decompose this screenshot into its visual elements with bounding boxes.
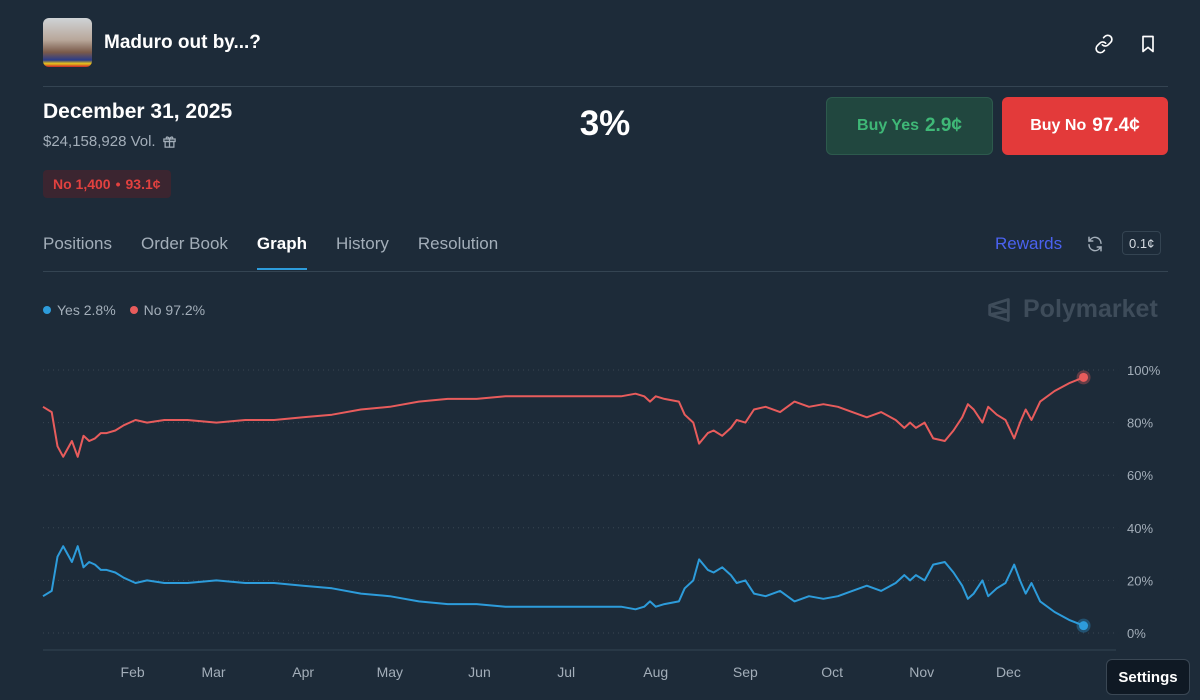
tab-graph[interactable]: Graph bbox=[256, 234, 308, 270]
legend-no: No 97.2% bbox=[129, 302, 206, 318]
buy-yes-button[interactable]: Buy Yes 2.9¢ bbox=[826, 97, 993, 155]
position-separator: • bbox=[115, 176, 121, 192]
x-tick-label: Nov bbox=[909, 664, 934, 680]
tab-positions[interactable]: Positions bbox=[43, 234, 112, 253]
buy-no-label: Buy No bbox=[1030, 117, 1087, 134]
position-side: No 1,400 bbox=[53, 176, 111, 192]
x-tick-label: Apr bbox=[292, 664, 314, 680]
market-tabs: Positions Order Book Graph History Resol… bbox=[43, 234, 527, 270]
legend-no-dot bbox=[129, 306, 138, 314]
y-tick-label: 20% bbox=[1127, 573, 1153, 588]
market-avatar bbox=[43, 18, 92, 67]
x-tick-label: Feb bbox=[121, 664, 145, 680]
market-title: Maduro out by...? bbox=[104, 32, 261, 53]
x-tick-label: Sep bbox=[733, 664, 758, 680]
x-tick-label: Oct bbox=[821, 664, 843, 680]
x-tick-label: Dec bbox=[996, 664, 1021, 680]
x-tick-label: May bbox=[377, 664, 403, 680]
polymarket-logo-icon bbox=[988, 297, 1010, 322]
chance-value: 3% bbox=[579, 104, 631, 143]
y-tick-label: 60% bbox=[1127, 468, 1153, 483]
position-badge[interactable]: No 1,400 • 93.1¢ bbox=[43, 170, 171, 198]
rewards-link[interactable]: Rewards bbox=[995, 234, 1063, 253]
y-tick-label: 80% bbox=[1127, 416, 1153, 431]
legend-yes-dot bbox=[43, 306, 51, 314]
refresh-icon[interactable] bbox=[1086, 235, 1104, 253]
settings-button[interactable]: Settings bbox=[1106, 659, 1190, 695]
legend-yes-label: Yes 2.8% bbox=[57, 302, 116, 318]
x-tick-label: Jun bbox=[468, 664, 491, 680]
bookmark-icon[interactable] bbox=[1138, 34, 1158, 54]
x-tick-label: Jul bbox=[557, 664, 575, 680]
y-tick-label: 100% bbox=[1127, 363, 1161, 378]
buy-yes-price: 2.9¢ bbox=[924, 115, 962, 136]
price-chart[interactable]: 0% 20% 40% 60% 80% 100% Feb Mar Apr May Jun Jul Aug S… bbox=[0, 340, 1200, 690]
market-volume: $24,158,928 Vol. bbox=[43, 133, 177, 150]
tick-size-badge[interactable]: 0.1¢ bbox=[1122, 231, 1162, 255]
y-tick-label: 0% bbox=[1127, 626, 1146, 641]
buy-no-price: 97.4¢ bbox=[1092, 115, 1140, 136]
polymarket-watermark: Polymarket bbox=[985, 295, 1158, 324]
tab-order-book[interactable]: Order Book bbox=[140, 234, 228, 253]
tab-resolution[interactable]: Resolution bbox=[417, 234, 499, 253]
series-line-yes bbox=[42, 545, 1084, 627]
endpoint-dot-no bbox=[1079, 372, 1089, 382]
legend-yes: Yes 2.8% bbox=[43, 302, 116, 318]
x-tick-label: Mar bbox=[201, 664, 225, 680]
legend-no-label: No 97.2% bbox=[143, 302, 206, 318]
tabs-divider bbox=[43, 271, 1168, 272]
endpoint-dot-yes bbox=[1079, 621, 1089, 631]
brand-name: Polymarket bbox=[1023, 295, 1158, 323]
x-tick-label: Aug bbox=[643, 664, 668, 680]
buy-yes-label: Buy Yes bbox=[857, 117, 919, 134]
link-icon[interactable] bbox=[1094, 34, 1114, 54]
buy-no-button[interactable]: Buy No 97.4¢ bbox=[1002, 97, 1168, 155]
y-tick-label: 40% bbox=[1127, 521, 1153, 536]
tab-history[interactable]: History bbox=[335, 234, 389, 253]
market-date: December 31, 2025 bbox=[43, 100, 233, 123]
chart-legend: Yes 2.8% No 97.2% bbox=[43, 302, 205, 318]
header-divider bbox=[43, 86, 1168, 87]
position-price: 93.1¢ bbox=[125, 176, 161, 192]
volume-label: $24,158,928 Vol. bbox=[43, 133, 156, 150]
gift-icon[interactable] bbox=[162, 134, 177, 149]
series-line-no bbox=[42, 376, 1084, 458]
